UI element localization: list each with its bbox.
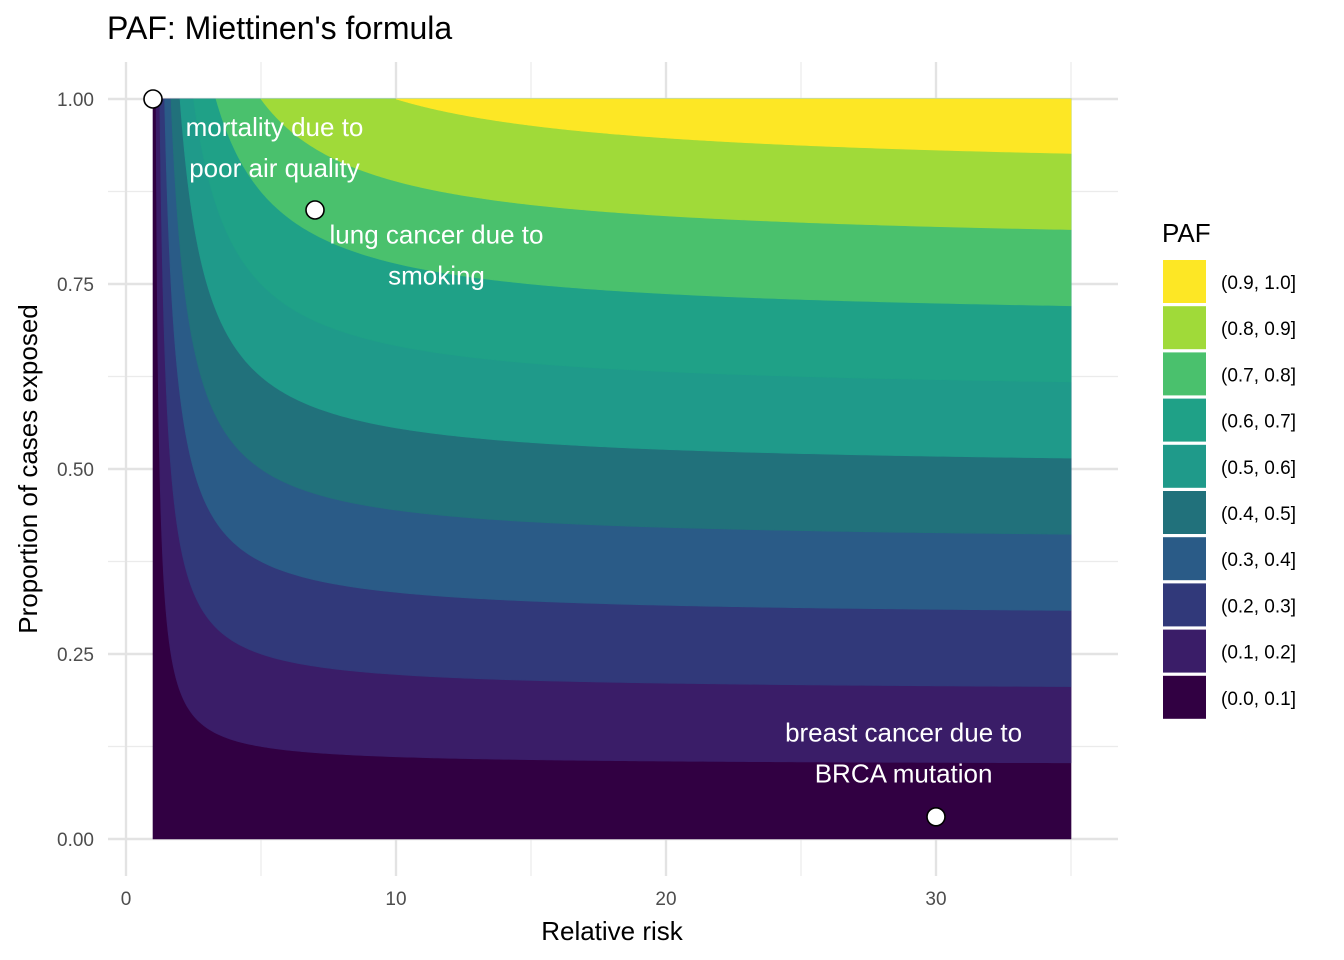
legend-key <box>1163 444 1206 488</box>
point-annotation: mortality due to <box>186 112 364 142</box>
y-axis-ticks: 0.00 0.25 0.50 0.75 1.00 <box>57 90 94 851</box>
annotated-point <box>305 200 325 220</box>
legend-label: (0.3, 0.4] <box>1221 550 1296 571</box>
x-tick-label: 10 <box>385 889 406 910</box>
x-axis-ticks: 0 10 20 30 <box>121 889 947 910</box>
x-tick-label: 30 <box>925 889 946 910</box>
annotated-point <box>926 806 946 827</box>
legend-label: (0.1, 0.2] <box>1221 643 1296 664</box>
legend-label: (0.7, 0.8] <box>1221 365 1296 386</box>
legend: PAF (0.9, 1.0] (0.8, 0.9] (0.7, 0.8] (0.6, … <box>1162 218 1296 719</box>
legend-label: (0.5, 0.6] <box>1221 458 1296 479</box>
legend-key <box>1163 675 1206 719</box>
legend-key <box>1163 260 1206 303</box>
point-annotation: BRCA mutation <box>815 758 993 788</box>
legend-key <box>1163 583 1206 627</box>
legend-label: (0.9, 1.0] <box>1221 273 1296 294</box>
legend-label: (0.0, 0.1] <box>1221 689 1296 710</box>
legend-key <box>1163 537 1206 581</box>
point-annotation: smoking <box>388 260 485 290</box>
legend-key <box>1163 352 1206 396</box>
legend-label: (0.6, 0.7] <box>1221 412 1296 433</box>
point-annotation: breast cancer due to <box>785 717 1022 747</box>
legend-label: (0.8, 0.9] <box>1221 319 1296 340</box>
legend-label: (0.2, 0.3] <box>1221 596 1296 617</box>
y-tick-label: 0.00 <box>57 830 94 851</box>
point-annotation: poor air quality <box>189 153 360 183</box>
y-tick-label: 0.25 <box>57 645 94 666</box>
x-tick-label: 20 <box>655 889 676 910</box>
chart-title: PAF: Miettinen's formula <box>107 10 452 46</box>
y-axis-title: Proportion of cases exposed <box>13 304 43 634</box>
y-tick-label: 0.50 <box>57 460 94 481</box>
legend-label: (0.4, 0.5] <box>1221 504 1296 525</box>
legend-key <box>1163 306 1206 350</box>
x-tick-label: 0 <box>121 889 132 910</box>
point-annotation: lung cancer due to <box>330 219 544 249</box>
contour-band <box>395 98 1072 154</box>
y-tick-label: 0.75 <box>57 275 94 296</box>
contour-bands <box>152 98 1072 840</box>
legend-key <box>1163 398 1206 442</box>
legend-key <box>1163 629 1206 673</box>
legend-key <box>1163 491 1206 534</box>
annotated-point <box>143 89 163 109</box>
annotated-points: mortality due to poor air quality lung can… <box>143 89 1022 827</box>
legend-title: PAF <box>1162 218 1211 248</box>
x-axis-title: Relative risk <box>541 916 684 946</box>
y-tick-label: 1.00 <box>57 90 94 111</box>
